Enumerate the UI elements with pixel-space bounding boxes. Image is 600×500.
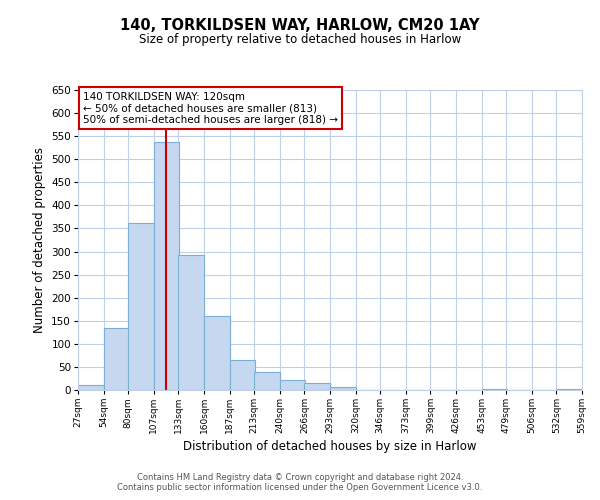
Bar (178, 255, 204, 390)
Bar (204, 316, 230, 390)
Bar (280, 380, 305, 390)
Bar (78, 386, 104, 390)
Bar (128, 223, 154, 390)
Text: 140, TORKILDSEN WAY, HARLOW, CM20 1AY: 140, TORKILDSEN WAY, HARLOW, CM20 1AY (120, 18, 480, 32)
Text: 140 TORKILDSEN WAY: 120sqm
← 50% of detached houses are smaller (813)
50% of sem: 140 TORKILDSEN WAY: 120sqm ← 50% of deta… (83, 92, 338, 124)
Bar (154, 142, 179, 390)
Bar (254, 372, 280, 390)
Text: Size of property relative to detached houses in Harlow: Size of property relative to detached ho… (139, 32, 461, 46)
Bar (304, 383, 330, 390)
Bar (330, 387, 356, 390)
Text: Contains HM Land Registry data © Crown copyright and database right 2024.
Contai: Contains HM Land Registry data © Crown c… (118, 473, 482, 492)
Bar (482, 388, 507, 390)
Y-axis label: Number of detached properties: Number of detached properties (33, 147, 46, 333)
Bar (230, 360, 255, 390)
Bar (556, 388, 582, 390)
Bar (104, 328, 129, 390)
X-axis label: Distribution of detached houses by size in Harlow: Distribution of detached houses by size … (183, 440, 477, 454)
